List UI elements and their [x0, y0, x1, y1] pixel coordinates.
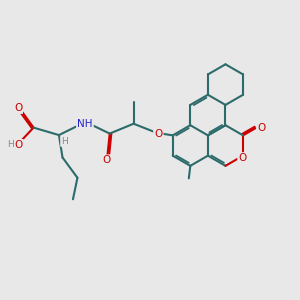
Text: O: O — [257, 123, 266, 133]
Text: O: O — [14, 103, 22, 113]
Text: H: H — [61, 137, 68, 146]
Text: O: O — [102, 155, 110, 166]
Text: O: O — [154, 129, 163, 139]
Text: NH: NH — [77, 119, 93, 129]
Text: H: H — [7, 140, 14, 149]
Text: O: O — [257, 123, 266, 133]
Text: O: O — [238, 153, 247, 163]
Text: H: H — [61, 137, 68, 146]
Text: O: O — [238, 154, 247, 164]
Text: O: O — [102, 155, 110, 166]
Text: H: H — [7, 140, 14, 149]
Text: O: O — [14, 103, 22, 113]
Text: O: O — [14, 140, 23, 150]
Text: O: O — [14, 140, 23, 150]
Text: O: O — [154, 129, 163, 139]
Text: NH: NH — [77, 119, 93, 129]
